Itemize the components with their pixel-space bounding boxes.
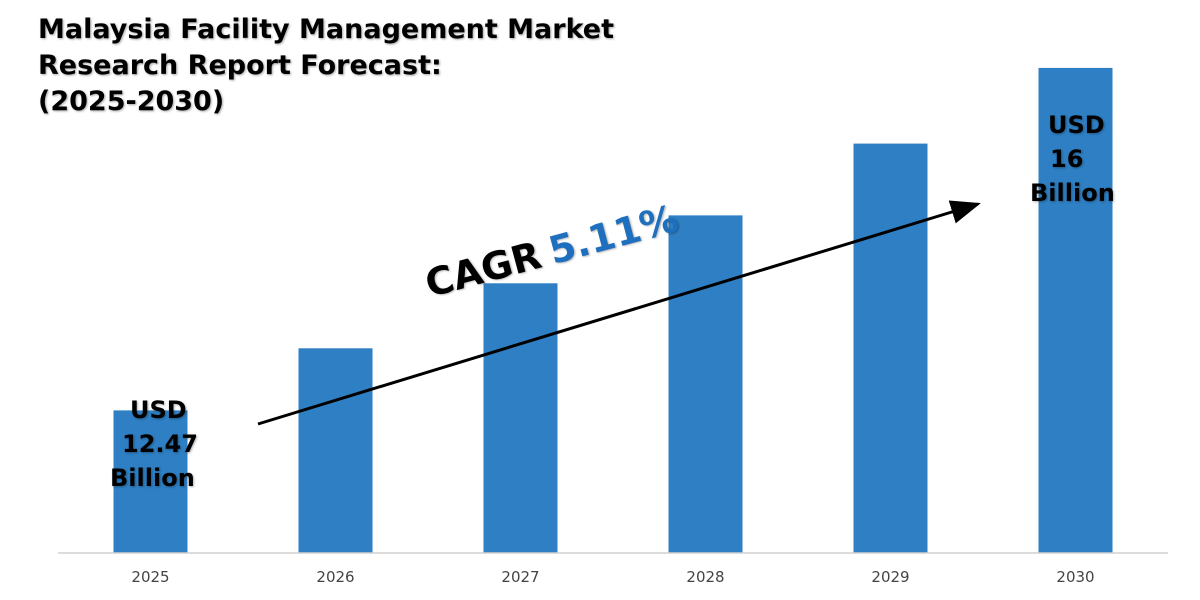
end-value-label: USD 16 Billion <box>1030 108 1130 210</box>
bar-series <box>113 67 1113 553</box>
x-axis-tick-labels: 2025 2026 2027 2028 2029 2030 <box>131 568 1094 586</box>
x-tick-label-2025: 2025 <box>131 568 169 586</box>
x-tick-label-2030: 2030 <box>1056 568 1094 586</box>
bar-2026 <box>298 348 373 553</box>
bar-2029 <box>853 143 928 553</box>
end-value-currency: USD <box>1048 111 1105 139</box>
bar-2027 <box>483 283 558 553</box>
bar-2030 <box>1038 67 1113 553</box>
bar-2028 <box>668 215 743 553</box>
chart-title: Malaysia Facility Management Market Rese… <box>38 12 614 120</box>
chart-title-line-1: Malaysia Facility Management Market <box>38 14 615 45</box>
x-tick-label-2027: 2027 <box>501 568 539 586</box>
end-value-number: 16 <box>1050 145 1084 173</box>
end-value-unit: Billion <box>1030 179 1115 207</box>
x-tick-label-2028: 2028 <box>686 568 724 586</box>
x-tick-label-2029: 2029 <box>871 568 909 586</box>
bar-2025 <box>113 410 188 553</box>
x-tick-label-2026: 2026 <box>316 568 354 586</box>
chart-title-line-3: (2025-2030) <box>38 86 225 117</box>
chart-title-line-2: Research Report Forecast: <box>38 50 442 81</box>
start-value-unit: Billion <box>110 464 195 492</box>
start-value-number: 12.47 <box>122 430 198 458</box>
start-value-label: USD 12.47 Billion <box>110 393 210 495</box>
cagr-trend-arrow <box>257 200 981 426</box>
start-value-currency: USD <box>130 396 187 424</box>
